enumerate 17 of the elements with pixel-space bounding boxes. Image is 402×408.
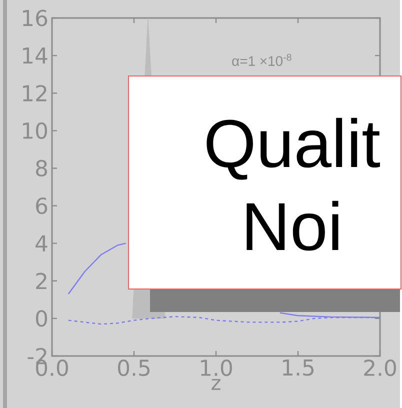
y-tick-label: 2 — [36, 272, 47, 290]
y-tick-label: 16 — [23, 10, 48, 26]
annotation: Noi — [246, 200, 338, 251]
y-tick-label: 14 — [23, 48, 48, 64]
x-tick-label: 1.5 — [283, 360, 314, 376]
x-tick-label: 2.0 — [364, 360, 396, 376]
y-tick-label: 4 — [36, 235, 48, 252]
annotation: α=1 ×10$^{-8}$ — [232, 54, 292, 66]
annotation: Qualit — [206, 118, 380, 180]
y-tick-label: 0 — [36, 310, 48, 327]
y-tick-label: 8 — [36, 160, 48, 177]
y-tick-label: 12 — [23, 84, 47, 102]
y-tick-label: 6 — [36, 197, 48, 214]
y-tick-label: 10 — [23, 122, 48, 139]
x-axis-title: z — [212, 378, 221, 390]
x-tick-label: 0.5 — [118, 360, 150, 376]
x-tick-label: 1.0 — [201, 360, 232, 376]
